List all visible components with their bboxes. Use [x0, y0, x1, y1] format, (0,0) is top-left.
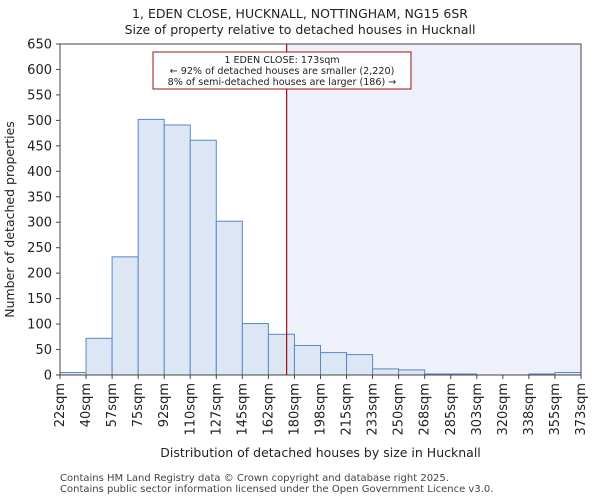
- x-tick-label: 250sqm: [392, 383, 407, 436]
- y-axis-title: Number of detached properties: [2, 121, 17, 318]
- x-tick-label: 162sqm: [261, 383, 276, 436]
- y-tick-label: 0: [44, 369, 52, 384]
- chart-title-line2: Size of property relative to detached ho…: [124, 22, 476, 37]
- y-tick-label: 450: [27, 139, 52, 154]
- x-tick-label: 215sqm: [340, 383, 355, 436]
- bar: [111, 256, 139, 376]
- bar: [346, 354, 374, 376]
- y-tick-label: 500: [27, 114, 52, 129]
- annotation-box: [152, 51, 412, 90]
- annotation-line: ← 92% of detached houses are smaller (2,…: [170, 66, 395, 77]
- footer-licence: Contains public sector information licen…: [60, 484, 494, 495]
- y-tick-label: 150: [27, 292, 52, 307]
- x-tick-label: 75sqm: [131, 383, 146, 427]
- x-tick-label: 233sqm: [366, 383, 381, 436]
- x-tick-label: 40sqm: [79, 383, 94, 427]
- y-tick-label: 600: [27, 63, 52, 78]
- bar: [267, 333, 295, 376]
- x-tick-label: 145sqm: [235, 383, 250, 436]
- x-tick-label: 285sqm: [444, 383, 459, 436]
- bar: [189, 139, 217, 376]
- y-tick-label: 250: [27, 241, 52, 256]
- bar: [215, 220, 243, 376]
- bar: [293, 344, 322, 376]
- y-tick-label: 550: [27, 88, 52, 103]
- x-tick-label: 338sqm: [522, 383, 537, 436]
- x-tick-label: 57sqm: [105, 383, 120, 427]
- y-tick-label: 400: [27, 165, 52, 180]
- x-tick-label: 268sqm: [418, 383, 433, 436]
- x-axis-title: Distribution of detached houses by size …: [160, 445, 481, 460]
- x-tick-label: 127sqm: [209, 383, 224, 436]
- y-tick-label: 100: [27, 318, 52, 333]
- y-tick-label: 650: [27, 38, 52, 53]
- annotation-line: 8% of semi-detached houses are larger (1…: [168, 77, 397, 88]
- x-tick-label: 320sqm: [496, 383, 511, 436]
- y-tick-label: 300: [27, 216, 52, 231]
- x-tick-label: 355sqm: [548, 383, 563, 436]
- bar: [372, 368, 400, 376]
- x-tick-label: 22sqm: [53, 383, 68, 427]
- y-tick-label: 200: [27, 267, 52, 282]
- y-tick-label: 350: [27, 190, 52, 205]
- x-tick-label: 198sqm: [314, 383, 329, 436]
- x-tick-label: 180sqm: [287, 383, 302, 436]
- bar: [137, 118, 165, 376]
- bar: [241, 323, 269, 376]
- chart-title-line1: 1, EDEN CLOSE, HUCKNALL, NOTTINGHAM, NG1…: [132, 6, 468, 21]
- bar: [320, 352, 348, 376]
- bar: [398, 369, 426, 376]
- annotation-line: 1 EDEN CLOSE: 173sqm: [224, 55, 339, 66]
- bar: [85, 337, 113, 376]
- x-tick-label: 92sqm: [157, 383, 172, 427]
- bar: [163, 124, 191, 376]
- y-tick-label: 50: [35, 343, 52, 358]
- x-tick-label: 110sqm: [183, 383, 198, 436]
- x-tick-label: 303sqm: [470, 383, 485, 436]
- highlight-region: [286, 44, 581, 375]
- footer-copyright: Contains HM Land Registry data © Crown c…: [60, 473, 449, 484]
- x-tick-label: 373sqm: [574, 383, 589, 436]
